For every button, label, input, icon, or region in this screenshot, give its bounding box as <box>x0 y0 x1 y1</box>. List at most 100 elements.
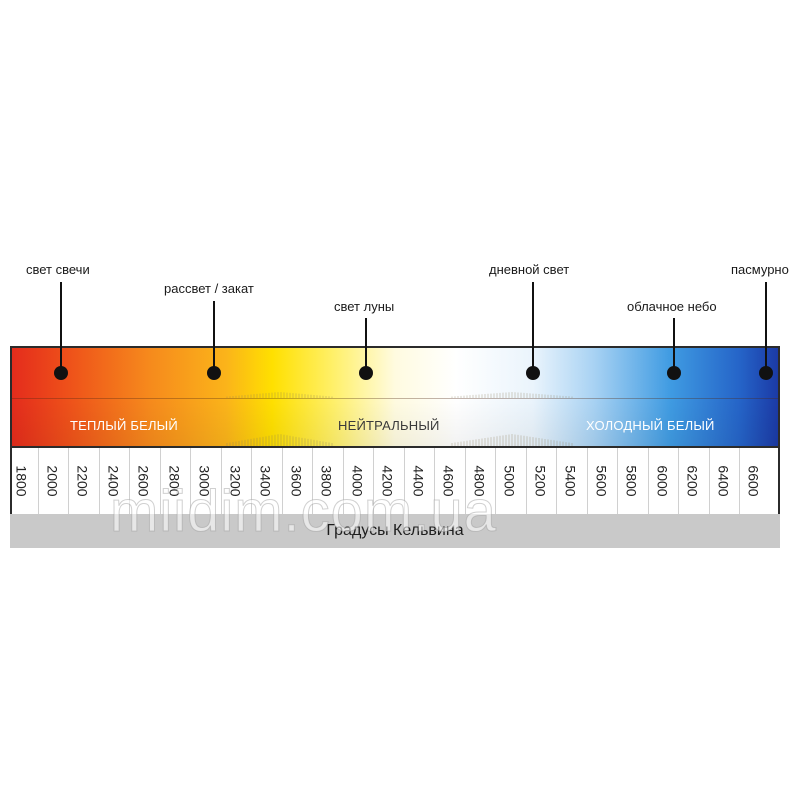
kelvin-tick-2200: 2200 <box>74 458 92 504</box>
kelvin-tick-6000: 6000 <box>654 458 672 504</box>
kelvin-tick-3600: 3600 <box>288 458 306 504</box>
zone-label-neutral: НЕЙТРАЛЬНЫЙ <box>338 418 440 433</box>
tick-separator <box>190 448 191 514</box>
tick-separator <box>373 448 374 514</box>
kelvin-tick-label: 4600 <box>441 465 457 497</box>
callout-label-cloudy: облачное небо <box>627 299 717 314</box>
kelvin-tick-label: 3600 <box>288 465 305 497</box>
kelvin-tick-2000: 2000 <box>44 458 62 504</box>
kelvin-tick-label: 4400 <box>410 465 427 497</box>
callout-stem-cloudy <box>673 318 675 372</box>
kelvin-tick-label: 3800 <box>319 465 335 497</box>
tick-separator <box>708 448 710 514</box>
kelvin-tick-label: 2400 <box>105 465 122 497</box>
tick-separator <box>129 448 130 514</box>
kelvin-tick-2800: 2800 <box>166 458 184 504</box>
callout-dot-cloudy <box>667 366 681 380</box>
callout-label-daylight: дневной свет <box>489 262 570 277</box>
callout-label-candle: свет свечи <box>26 262 90 277</box>
kelvin-tick-5600: 5600 <box>593 458 611 504</box>
tick-separator <box>281 448 283 514</box>
kelvin-tick-label: 4000 <box>349 465 366 497</box>
callout-stem-daylight <box>532 282 534 372</box>
callout-dot-overcast <box>759 366 773 380</box>
tick-separator <box>525 448 527 514</box>
kelvin-tick-label: 2800 <box>166 465 183 497</box>
callout-label-moon: свет луны <box>334 299 395 314</box>
kelvin-tick-4000: 4000 <box>349 458 367 504</box>
tick-separator <box>251 448 252 514</box>
kelvin-tick-5200: 5200 <box>532 458 550 504</box>
callout-stem-candle <box>60 282 62 372</box>
zone-label-warm: ТЕПЛЫЙ БЕЛЫЙ <box>70 418 178 433</box>
kelvin-tick-3400: 3400 <box>257 458 275 504</box>
kelvin-tick-2600: 2600 <box>135 458 153 504</box>
kelvin-scale: 1800 2000 2200 2400 2600 2800 3000 3200 3400 3600… <box>10 448 780 514</box>
kelvin-tick-label: 6400 <box>715 465 732 497</box>
kelvin-tick-label: 2000 <box>44 465 61 497</box>
tick-separator <box>403 448 405 514</box>
kelvin-tick-6400: 6400 <box>715 458 733 504</box>
tick-separator <box>159 448 161 514</box>
kelvin-tick-5800: 5800 <box>623 458 641 504</box>
tick-separator <box>556 448 557 514</box>
kelvin-tick-label: 6000 <box>654 465 671 497</box>
callout-stem-overcast <box>765 282 767 372</box>
kelvin-tick-label: 4200 <box>380 465 396 497</box>
tick-separator <box>220 448 222 514</box>
kelvin-tick-label: 5600 <box>593 465 610 497</box>
kelvin-tick-3800: 3800 <box>318 458 336 504</box>
tick-separator <box>647 448 649 514</box>
callout-dot-daylight <box>526 366 540 380</box>
kelvin-caption-bar: Градусы Кельвина <box>10 514 780 548</box>
kelvin-tick-label: 3000 <box>197 465 213 497</box>
kelvin-tick-label: 2200 <box>75 465 91 497</box>
tick-separator <box>434 448 435 514</box>
tick-separator <box>739 448 740 514</box>
tick-separator <box>586 448 588 514</box>
tick-separator <box>68 448 69 514</box>
callout-stem-moon <box>365 318 367 372</box>
kelvin-tick-label: 3200 <box>227 465 244 497</box>
kelvin-tick-label: 1800 <box>14 465 30 497</box>
tick-separator <box>342 448 344 514</box>
tick-separator <box>617 448 618 514</box>
spectrum-gradient <box>12 348 778 446</box>
kelvin-tick-label: 4800 <box>471 465 488 497</box>
tick-separator <box>37 448 39 514</box>
kelvin-tick-6200: 6200 <box>684 458 702 504</box>
kelvin-tick-label: 5800 <box>624 465 640 497</box>
callout-dot-sunrise <box>207 366 221 380</box>
kelvin-tick-label: 3400 <box>258 465 274 497</box>
kelvin-tick-3000: 3000 <box>196 458 214 504</box>
kelvin-tick-4200: 4200 <box>379 458 397 504</box>
kelvin-tick-3200: 3200 <box>227 458 245 504</box>
kelvin-tick-label: 6200 <box>685 465 701 497</box>
kelvin-tick-4800: 4800 <box>471 458 489 504</box>
callout-stem-sunrise <box>213 301 215 372</box>
kelvin-tick-5400: 5400 <box>562 458 580 504</box>
tick-separator <box>98 448 100 514</box>
kelvin-tick-6600: 6600 <box>745 458 763 504</box>
color-spectrum-bar: ТЕПЛЫЙ БЕЛЫЙ НЕЙТРАЛЬНЫЙ ХОЛОДНЫЙ БЕЛЫЙ <box>10 346 780 448</box>
tick-separator <box>464 448 466 514</box>
kelvin-tick-4400: 4400 <box>410 458 428 504</box>
callout-dot-candle <box>54 366 68 380</box>
kelvin-tick-4600: 4600 <box>440 458 458 504</box>
callout-label-sunrise: рассвет / закат <box>164 281 254 296</box>
kelvin-caption: Градусы Кельвина <box>326 522 464 539</box>
kelvin-tick-label: 5400 <box>563 465 579 497</box>
kelvin-tick-2400: 2400 <box>105 458 123 504</box>
tick-separator <box>312 448 313 514</box>
kelvin-tick-5000: 5000 <box>501 458 519 504</box>
kelvin-tick-label: 5000 <box>502 465 518 497</box>
kelvin-tick-label: 2600 <box>136 465 152 497</box>
callout-label-overcast: пасмурно <box>731 262 789 277</box>
tick-separator <box>678 448 679 514</box>
kelvin-tick-1800: 1800 <box>13 458 31 504</box>
kelvin-tick-label: 6600 <box>746 465 762 497</box>
zone-band-divider <box>12 398 778 399</box>
kelvin-tick-label: 5200 <box>532 465 549 497</box>
tick-separator <box>495 448 496 514</box>
